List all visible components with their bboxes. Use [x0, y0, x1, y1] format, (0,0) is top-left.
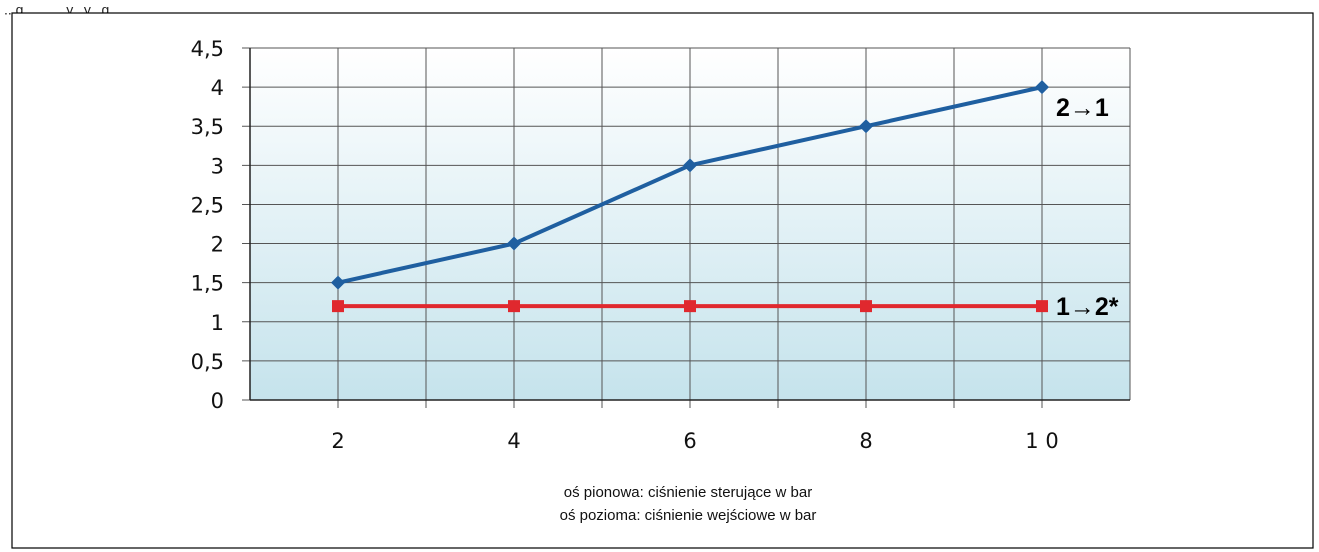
x-tick-label: 8	[859, 429, 872, 453]
data-point	[859, 119, 873, 134]
y-tick-label: 2,5	[191, 193, 224, 217]
y-tick-label: 4	[211, 76, 224, 100]
x-tick-label: 6	[683, 429, 696, 453]
y-tick-label: 0,5	[191, 350, 224, 374]
y-tick-label: 1	[211, 311, 224, 335]
x-tick-label: 4	[507, 429, 520, 453]
series-label-1: 2→1	[1056, 94, 1109, 122]
y-tick-label: 2	[211, 233, 224, 257]
data-point	[508, 300, 520, 313]
data-point	[684, 300, 696, 313]
x-tick-label: 2	[331, 429, 344, 453]
series-2	[332, 300, 1048, 313]
data-point	[332, 300, 344, 313]
data-point	[331, 275, 345, 290]
data-point	[507, 236, 521, 251]
y-tick-label: 3,5	[191, 115, 224, 139]
y-tick-label: 0	[211, 389, 224, 413]
series-labels: 2→1 1→2*	[1056, 94, 1119, 321]
y-tick-label: 3	[211, 154, 224, 178]
caption-vertical-axis: oś pionowa: ciśnienie sterujące w bar	[564, 484, 812, 501]
data-point	[683, 158, 697, 173]
series	[331, 80, 1049, 313]
caption-horizontal-axis: oś pozioma: ciśnienie wejściowe w bar	[560, 507, 817, 524]
data-point	[860, 300, 872, 313]
x-tick-label: 1 0	[1025, 429, 1058, 453]
grid	[242, 47, 1131, 408]
data-point	[1036, 300, 1048, 313]
x-tick-labels: 2 4 6 8 1 0	[331, 429, 1058, 453]
data-point	[1035, 80, 1049, 95]
series-label-2: 1→2*	[1056, 293, 1119, 321]
y-tick-labels: 0 0,5 1 1,5 2 2,5 3 3,5 4 4,5	[191, 37, 224, 413]
axes	[249, 48, 1130, 401]
y-tick-label: 1,5	[191, 272, 224, 296]
y-tick-label: 4,5	[191, 37, 224, 61]
series-1	[331, 80, 1049, 290]
